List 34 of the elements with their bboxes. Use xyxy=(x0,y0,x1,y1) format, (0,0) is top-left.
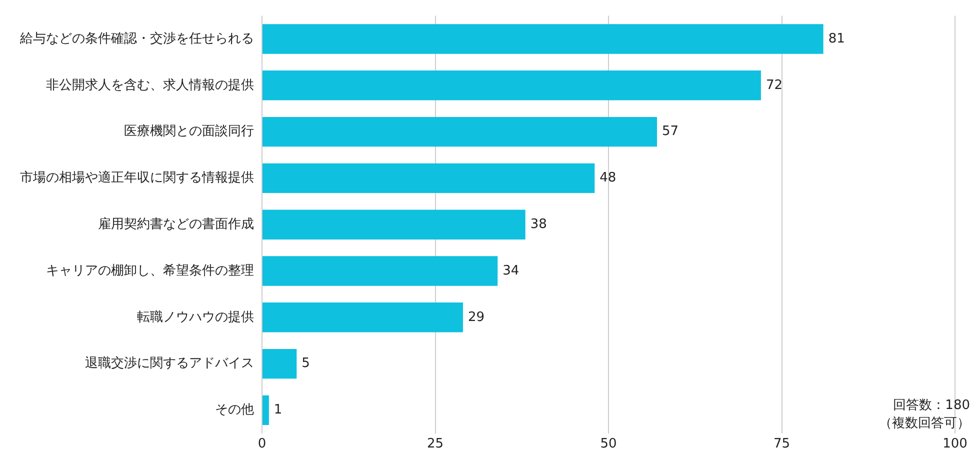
x-tick-label: 100 xyxy=(942,436,968,452)
bar xyxy=(262,116,658,147)
x-tick-label: 75 xyxy=(773,436,790,452)
x-tick-label: 25 xyxy=(426,436,444,452)
bar xyxy=(262,210,526,240)
y-tick-label: 非公開求人を含む、求人情報の提供 xyxy=(46,78,254,93)
data-label: 38 xyxy=(530,216,547,232)
data-label: 57 xyxy=(662,124,679,140)
bar xyxy=(262,348,297,379)
y-tick-label: 転職ノウハウの提供 xyxy=(137,310,254,325)
bar xyxy=(262,256,498,286)
y-tick-label: キャリアの棚卸し、希望条件の整理 xyxy=(46,263,254,278)
y-tick-label: 給与などの条件確認・交渉を任せられる xyxy=(19,30,254,46)
data-label: 72 xyxy=(766,78,783,93)
annotation: 回答数：180 xyxy=(893,398,970,413)
x-tick-label: 0 xyxy=(258,436,266,452)
data-label: 34 xyxy=(502,263,520,278)
data-label: 48 xyxy=(600,170,616,186)
bar xyxy=(262,395,269,426)
y-tick-label: 医療機関との面談同行 xyxy=(124,124,254,140)
y-tick-label: その他 xyxy=(215,402,254,418)
data-label: 81 xyxy=(828,31,845,46)
data-label: 5 xyxy=(302,356,310,372)
data-label: 1 xyxy=(274,402,282,418)
bar xyxy=(262,24,824,54)
y-tick-label: 市場の相場や適正年収に関する情報提供 xyxy=(20,170,254,186)
data-label: 29 xyxy=(468,310,485,325)
x-tick-label: 50 xyxy=(600,436,617,452)
bar xyxy=(262,70,761,100)
annotation: （複数回答可） xyxy=(879,416,970,431)
y-tick-label: 雇用契約書などの書面作成 xyxy=(98,216,254,232)
bar xyxy=(262,163,595,194)
y-tick-label: 退職交渉に関するアドバイス xyxy=(85,355,254,372)
bar xyxy=(262,302,463,332)
